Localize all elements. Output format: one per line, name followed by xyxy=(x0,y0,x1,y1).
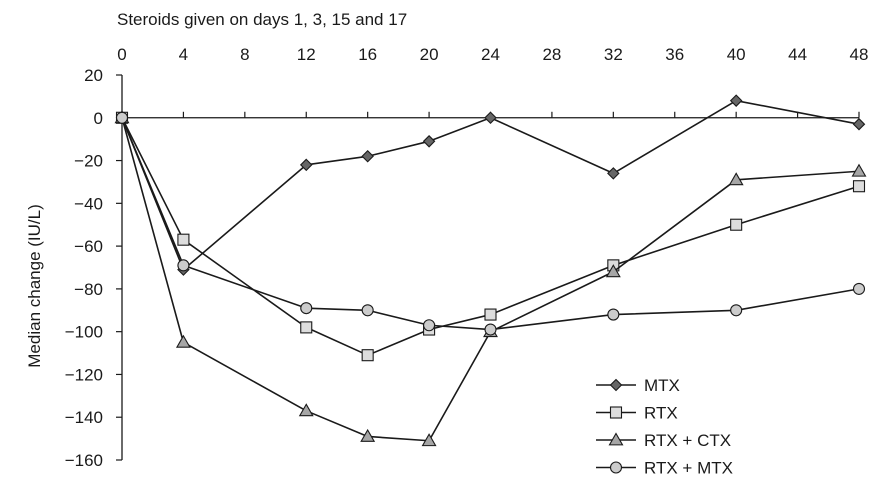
data-point xyxy=(729,94,743,107)
data-point xyxy=(299,158,313,172)
data-point xyxy=(361,349,374,362)
chart-title: Steroids given on days 1, 3, 15 and 17 xyxy=(117,10,407,29)
y-tick-label: −160 xyxy=(65,451,103,470)
data-point xyxy=(300,302,313,315)
data-point xyxy=(730,304,743,317)
legend-label: RTX + MTX xyxy=(644,459,733,478)
data-point xyxy=(607,308,620,321)
legend: MTX RTX RTX + CTX RTX + MTX xyxy=(596,376,733,478)
data-point xyxy=(423,319,436,332)
data-point xyxy=(361,149,374,163)
y-tick-label: −80 xyxy=(74,280,103,299)
data-point xyxy=(484,323,497,336)
series-rtx-ctx xyxy=(114,110,867,447)
legend-item: MTX xyxy=(596,376,680,395)
x-tick-label: 8 xyxy=(240,45,249,64)
y-tick-label: 0 xyxy=(94,109,103,128)
series-rtx-mtx xyxy=(115,111,866,336)
series-line xyxy=(121,117,860,442)
y-tick-label: −60 xyxy=(74,237,103,256)
data-point xyxy=(484,111,497,125)
data-point xyxy=(605,264,621,278)
y-axis-title: Median change (IU/L) xyxy=(25,204,44,367)
series-line xyxy=(121,99,860,271)
legend-marker xyxy=(609,461,623,474)
y-tick-label: −100 xyxy=(65,323,103,342)
legend-label: RTX xyxy=(644,404,678,423)
series-line xyxy=(121,117,860,331)
data-point xyxy=(728,172,744,186)
y-tick-label: 20 xyxy=(84,66,103,85)
legend-marker xyxy=(609,406,623,419)
x-tick-label: 24 xyxy=(481,45,500,64)
x-tick-label: 36 xyxy=(665,45,684,64)
data-point xyxy=(852,282,866,295)
x-tick-label: 4 xyxy=(179,45,188,64)
data-point xyxy=(852,117,866,131)
legend-marker xyxy=(609,378,623,392)
legend-marker xyxy=(608,432,624,446)
x-tick-label: 12 xyxy=(297,45,316,64)
data-point xyxy=(421,433,437,447)
data-point xyxy=(361,304,374,317)
x-tick-label: 28 xyxy=(542,45,561,64)
data-point xyxy=(360,428,376,442)
x-tick-label: 40 xyxy=(727,45,746,64)
data-point xyxy=(730,218,743,231)
data-point xyxy=(298,403,314,417)
x-tick-label: 16 xyxy=(358,45,377,64)
data-point xyxy=(115,111,129,124)
data-point xyxy=(177,259,190,272)
data-point xyxy=(607,167,620,180)
legend-item: RTX + CTX xyxy=(596,431,731,450)
x-tick-label: 0 xyxy=(117,45,126,64)
data-point xyxy=(484,308,497,321)
legend-label: RTX + CTX xyxy=(644,431,731,450)
series-mtx xyxy=(115,94,866,276)
y-tick-label: −120 xyxy=(65,365,103,384)
data-point xyxy=(422,135,436,148)
x-tick-label: 48 xyxy=(850,45,869,64)
y-tick-label: −40 xyxy=(74,194,103,213)
data-point xyxy=(300,321,313,334)
legend-item: RTX xyxy=(596,404,678,423)
data-point xyxy=(175,334,191,348)
y-tick-label: −20 xyxy=(74,152,103,171)
series-rtx xyxy=(115,111,866,362)
y-tick-label: −140 xyxy=(65,408,103,427)
legend-item: RTX + MTX xyxy=(596,459,733,478)
x-tick-label: 32 xyxy=(604,45,623,64)
legend-label: MTX xyxy=(644,376,680,395)
data-point xyxy=(851,163,867,177)
data-point xyxy=(177,233,190,246)
x-tick-label: 44 xyxy=(788,45,807,64)
x-tick-label: 20 xyxy=(420,45,439,64)
data-point xyxy=(852,180,866,193)
series-layer xyxy=(114,94,867,447)
